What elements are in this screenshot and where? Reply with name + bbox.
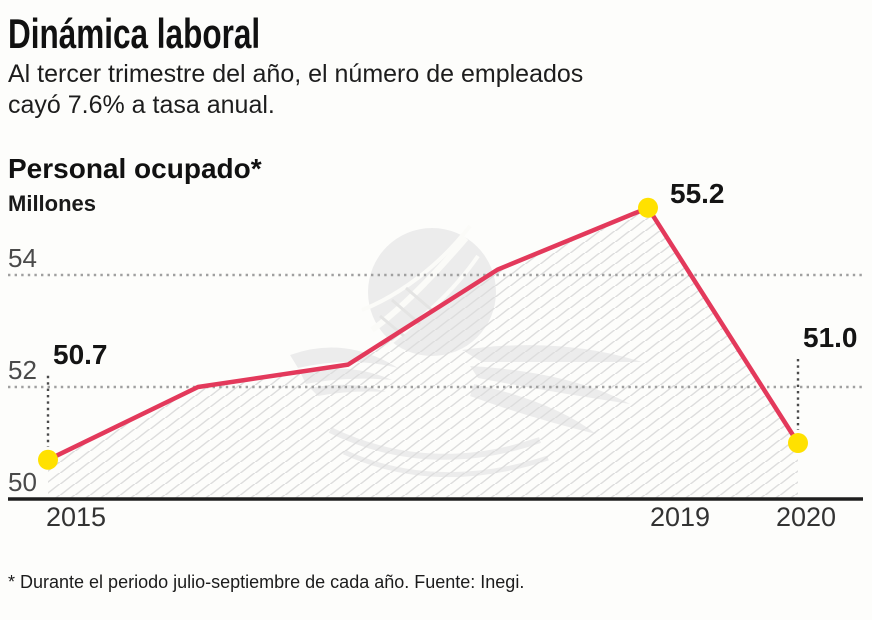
page-title: Dinámica laboral: [8, 10, 261, 57]
data-point-markers: [38, 197, 808, 470]
y-axis-tick-label-52: 52: [8, 355, 37, 385]
x-axis-tick-label-2020: 2020: [776, 502, 837, 532]
x-axis-tick-label-2015: 2015: [46, 502, 107, 532]
chart-unit-label: Millones: [8, 191, 97, 216]
x-axis-tick-label-2019: 2019: [650, 502, 711, 532]
data-line: [45, 205, 801, 463]
area-fill-hatch: [48, 207, 798, 500]
y-axis-tick-label-54: 54: [8, 243, 37, 273]
subtitle-line-2: cayó 7.6% a tasa anual.: [8, 91, 275, 119]
value-label-2020: 51.0: [803, 322, 858, 353]
value-label-2019: 55.2: [670, 177, 725, 209]
subtitle-line-1: Al tercer trimestre del año, el número d…: [8, 60, 584, 88]
chart-title: Personal ocupado*: [8, 153, 262, 184]
value-label-2015: 50.7: [53, 338, 108, 370]
callout-leader-lines: [46, 359, 800, 447]
footnote: * Durante el periodo julio-septiembre de…: [8, 572, 525, 592]
data-point-2015: [38, 449, 58, 470]
data-point-2020: [788, 433, 808, 453]
data-point-2019: [638, 197, 658, 218]
y-axis-tick-label-50: 50: [8, 467, 37, 497]
